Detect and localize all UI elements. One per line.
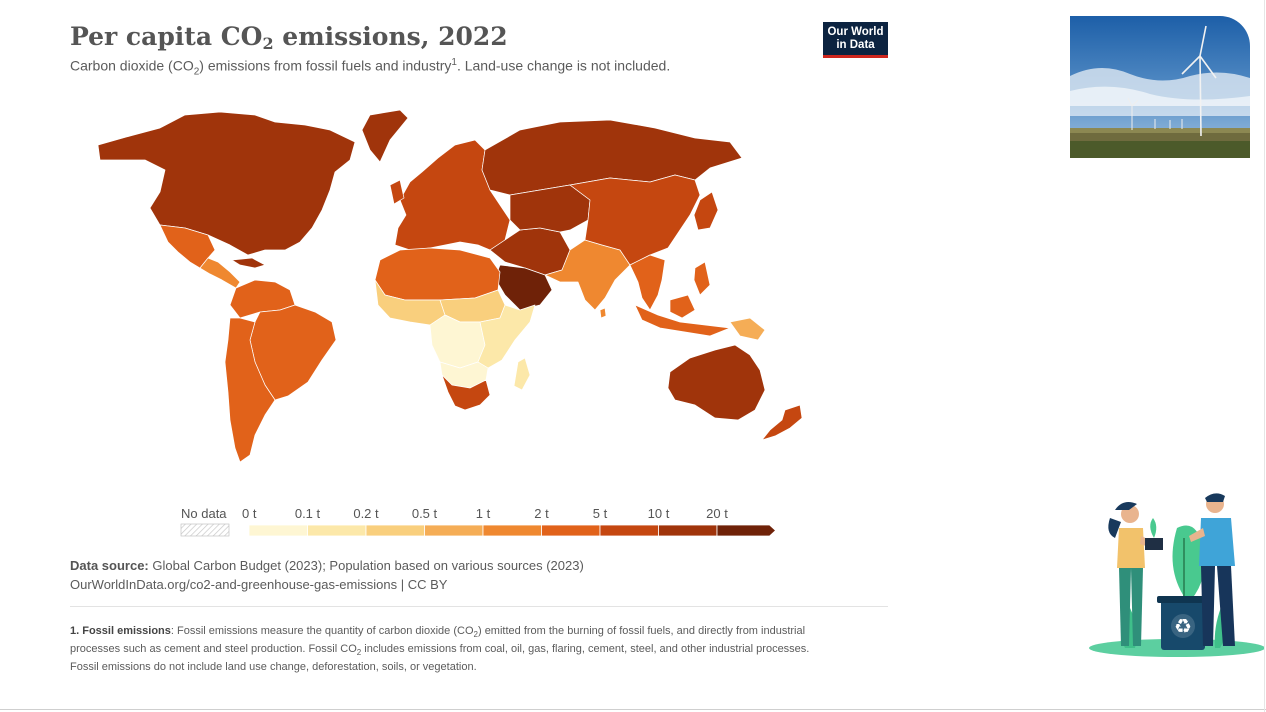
footnote: 1. Fossil emissions: Fossil emissions me… [70,625,810,674]
region-southern-africa[interactable] [441,374,491,411]
frame-bottom-border [0,709,1266,710]
legend-tick-label: 0.2 t [353,506,379,521]
region-borneo[interactable] [669,294,696,319]
region-south-asia[interactable] [544,239,631,311]
source-text: Global Carbon Budget (2023); Population … [148,558,584,573]
data-source: Data source: Global Carbon Budget (2023)… [70,556,584,594]
legend-swatch-1[interactable] [307,524,367,537]
region-australia[interactable] [667,344,766,421]
people-planting-recycle-illustration: ♻ [1085,488,1265,660]
region-caribbean[interactable] [231,257,266,269]
region-china[interactable] [569,174,701,266]
region-papua-new-guinea[interactable] [729,317,766,341]
world-choropleth-map [90,100,850,470]
legend-swatch-6[interactable] [599,524,659,537]
region-europe[interactable] [394,139,511,251]
legend-tick-label: 0 t [242,506,257,521]
source-url[interactable]: OurWorldInData.org/co2-and-greenhouse-ga… [70,577,448,592]
legend-tick-label: 10 t [648,506,670,521]
legend-swatch-4[interactable] [482,524,542,537]
region-japan-korea[interactable] [693,191,719,231]
wind-turbine-photo [1070,16,1250,158]
region-greenland[interactable] [361,109,409,163]
region-indonesia[interactable] [634,304,731,337]
legend-tick-label: 0.1 t [295,506,321,521]
region-uk[interactable] [389,179,405,205]
legend-tick-label: 5 t [593,506,608,521]
region-sri-lanka[interactable] [599,307,607,319]
region-north-america[interactable] [97,111,356,256]
region-east-africa[interactable] [477,304,536,369]
chart-subtitle: Carbon dioxide (CO2) emissions from foss… [70,57,671,78]
svg-text:♻: ♻ [1174,614,1192,638]
region-central-america[interactable] [199,257,241,289]
legend-no-data-label: No data [181,506,227,521]
region-new-zealand[interactable] [761,404,803,441]
legend-swatch-3[interactable] [424,524,484,537]
region-madagascar[interactable] [513,357,531,391]
logo-line-1: Our World [827,26,884,38]
chart-title: Per capita CO2 emissions, 2022 [70,22,508,53]
legend-swatch-7[interactable] [658,524,718,537]
legend-swatch-8[interactable] [716,524,777,537]
region-southern-cone[interactable] [224,317,276,463]
region-central-asia[interactable] [509,184,591,233]
legend-swatch-2[interactable] [365,524,425,537]
recycle-icon: ♻ [1171,614,1195,638]
region-north-africa[interactable] [374,247,501,301]
legend-swatch-0[interactable] [248,524,308,537]
color-legend: No data 0 t 0.1 t 0.2 t 0.5 t 1 t 2 t 5 t 10 t 2… [180,506,777,537]
logo-line-2: in Data [836,39,875,51]
region-philippines[interactable] [693,261,711,296]
source-label: Data source: [70,558,149,573]
legend-tick-label: 20 t [706,506,728,521]
legend-swatch-5[interactable] [541,524,601,537]
owid-logo[interactable]: Our World in Data [823,22,888,58]
legend-tick-label: 0.5 t [412,506,438,521]
legend-no-data-swatch [180,523,230,537]
divider [70,606,888,607]
region-southeast-asia[interactable] [629,254,666,311]
legend-tick-label: 2 t [534,506,549,521]
legend-tick-label: 1 t [476,506,491,521]
region-central-africa[interactable] [429,314,486,369]
frame-right-border [1264,0,1265,712]
